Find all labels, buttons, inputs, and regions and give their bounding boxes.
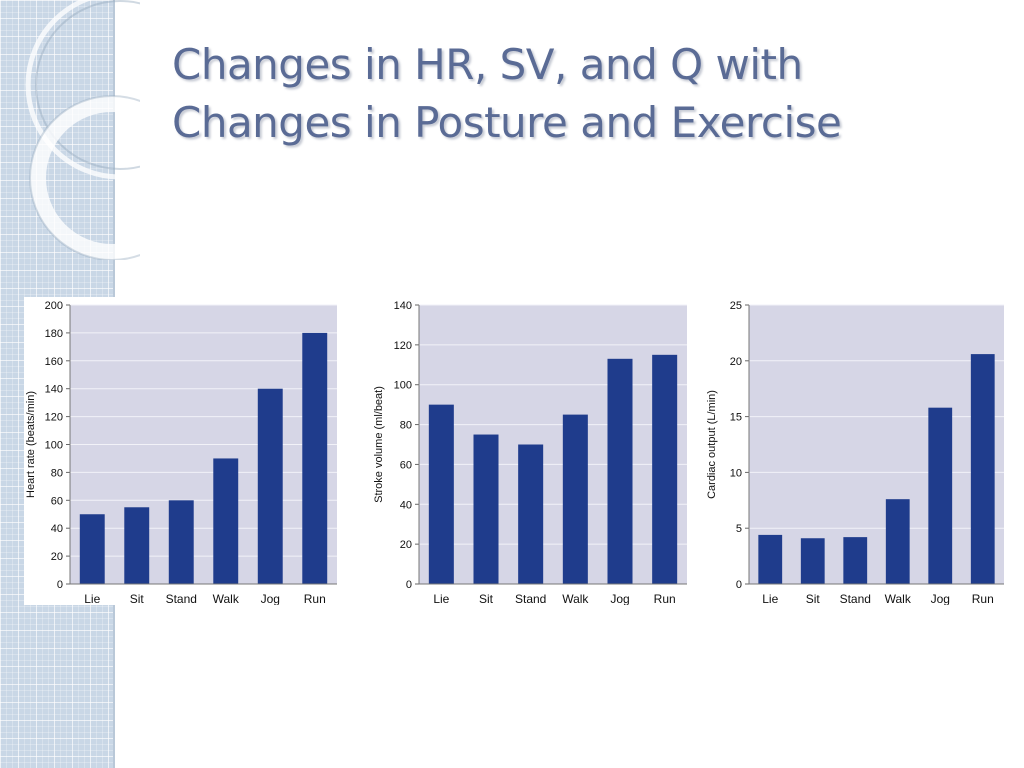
y-tick-label: 15 <box>730 412 742 424</box>
x-tick-label: Walk <box>562 592 589 605</box>
y-tick-label: 140 <box>394 300 412 312</box>
bar-jog <box>928 407 953 584</box>
x-tick-label: Lie <box>762 592 778 605</box>
y-tick-label: 40 <box>51 523 63 535</box>
slide-title-line-1: Changes in HR, SV, and Q with <box>172 40 803 89</box>
bar-jog <box>607 358 633 584</box>
plot-area <box>749 305 1004 584</box>
bar-walk <box>885 499 910 584</box>
y-tick-label: 200 <box>45 300 63 312</box>
y-tick-label: 20 <box>730 356 742 368</box>
y-tick-label: 60 <box>51 495 63 507</box>
y-tick-label: 160 <box>45 356 63 368</box>
x-tick-label: Stand <box>166 592 197 605</box>
y-tick-label: 120 <box>45 412 63 424</box>
chart-svg: 0 20 40 60 80 100 120 140 Lie Sit Stand Walk Jog Run S… <box>373 300 687 606</box>
bar-stand <box>518 444 544 584</box>
x-tick-label: Lie <box>433 592 449 605</box>
y-tick-label: 60 <box>400 459 412 471</box>
y-tick-label: 0 <box>57 579 63 591</box>
y-tick-label: 5 <box>736 523 742 535</box>
x-tick-label: Lie <box>84 592 100 605</box>
y-tick-label: 0 <box>406 579 412 591</box>
x-tick-label: Run <box>972 592 994 605</box>
y-tick-label: 140 <box>45 384 63 396</box>
x-tick-label: Jog <box>261 592 280 605</box>
cardiac-output-chart: 0 5 10 15 20 25 Lie Sit Stand Walk Jog Run Cardiac o… <box>705 297 1015 606</box>
y-tick-label: 40 <box>400 499 412 511</box>
stroke-volume-chart: 0 20 40 60 80 100 120 140 Lie Sit Stand Walk Jog Run S… <box>372 297 692 606</box>
y-tick-label: 120 <box>394 340 412 352</box>
x-tick-label: Run <box>654 592 676 605</box>
bar-run <box>302 332 328 584</box>
chart-svg: 0 5 10 15 20 25 Lie Sit Stand Walk Jog Run Cardiac o… <box>706 300 1004 606</box>
bar-run <box>652 354 678 584</box>
x-tick-label: Jog <box>610 592 629 605</box>
heart-rate-chart: 0 20 40 60 80 100 120 140 160 180 200 Lie Sit Stand Wa… <box>24 297 342 606</box>
x-tick-label: Jog <box>931 592 950 605</box>
y-axis-title: Cardiac output (L/min) <box>706 390 718 499</box>
chart-svg: 0 20 40 60 80 100 120 140 160 180 200 Lie Sit Stand Wa… <box>25 300 337 606</box>
slide-title-line-2: Changes in Posture and Exercise <box>172 97 842 147</box>
y-axis-title: Stroke volume (ml/beat) <box>373 386 385 503</box>
plot-area <box>419 305 687 584</box>
bar-sit <box>124 507 150 584</box>
bar-walk <box>562 414 588 584</box>
x-tick-label: Walk <box>885 592 912 605</box>
decorative-rings <box>25 0 140 260</box>
y-tick-label: 100 <box>394 380 412 392</box>
bar-sit <box>800 538 825 584</box>
bar-stand <box>168 500 194 584</box>
bar-lie <box>428 404 454 584</box>
slide-title: Changes in HR, SV, and Q with Changes in… <box>172 36 972 152</box>
bar-jog <box>257 388 283 584</box>
y-tick-label: 80 <box>400 420 412 432</box>
y-tick-label: 25 <box>730 300 742 312</box>
bar-sit <box>473 434 499 584</box>
x-tick-label: Sit <box>806 592 821 605</box>
x-tick-label: Stand <box>840 592 871 605</box>
y-tick-label: 80 <box>51 467 63 479</box>
y-tick-label: 0 <box>736 579 742 591</box>
y-tick-label: 180 <box>45 328 63 340</box>
y-tick-label: 20 <box>51 551 63 563</box>
x-tick-label: Sit <box>479 592 494 605</box>
bar-lie <box>79 514 105 584</box>
bar-walk <box>213 458 239 584</box>
x-tick-label: Stand <box>515 592 546 605</box>
x-tick-label: Sit <box>130 592 145 605</box>
bar-run <box>970 354 995 584</box>
bar-stand <box>843 537 868 584</box>
y-tick-label: 10 <box>730 467 742 479</box>
x-tick-label: Walk <box>213 592 240 605</box>
y-axis-title: Heart rate (beats/min) <box>25 391 37 498</box>
bar-lie <box>758 534 783 584</box>
x-tick-label: Run <box>304 592 326 605</box>
y-tick-label: 20 <box>400 539 412 551</box>
y-tick-label: 100 <box>45 440 63 452</box>
